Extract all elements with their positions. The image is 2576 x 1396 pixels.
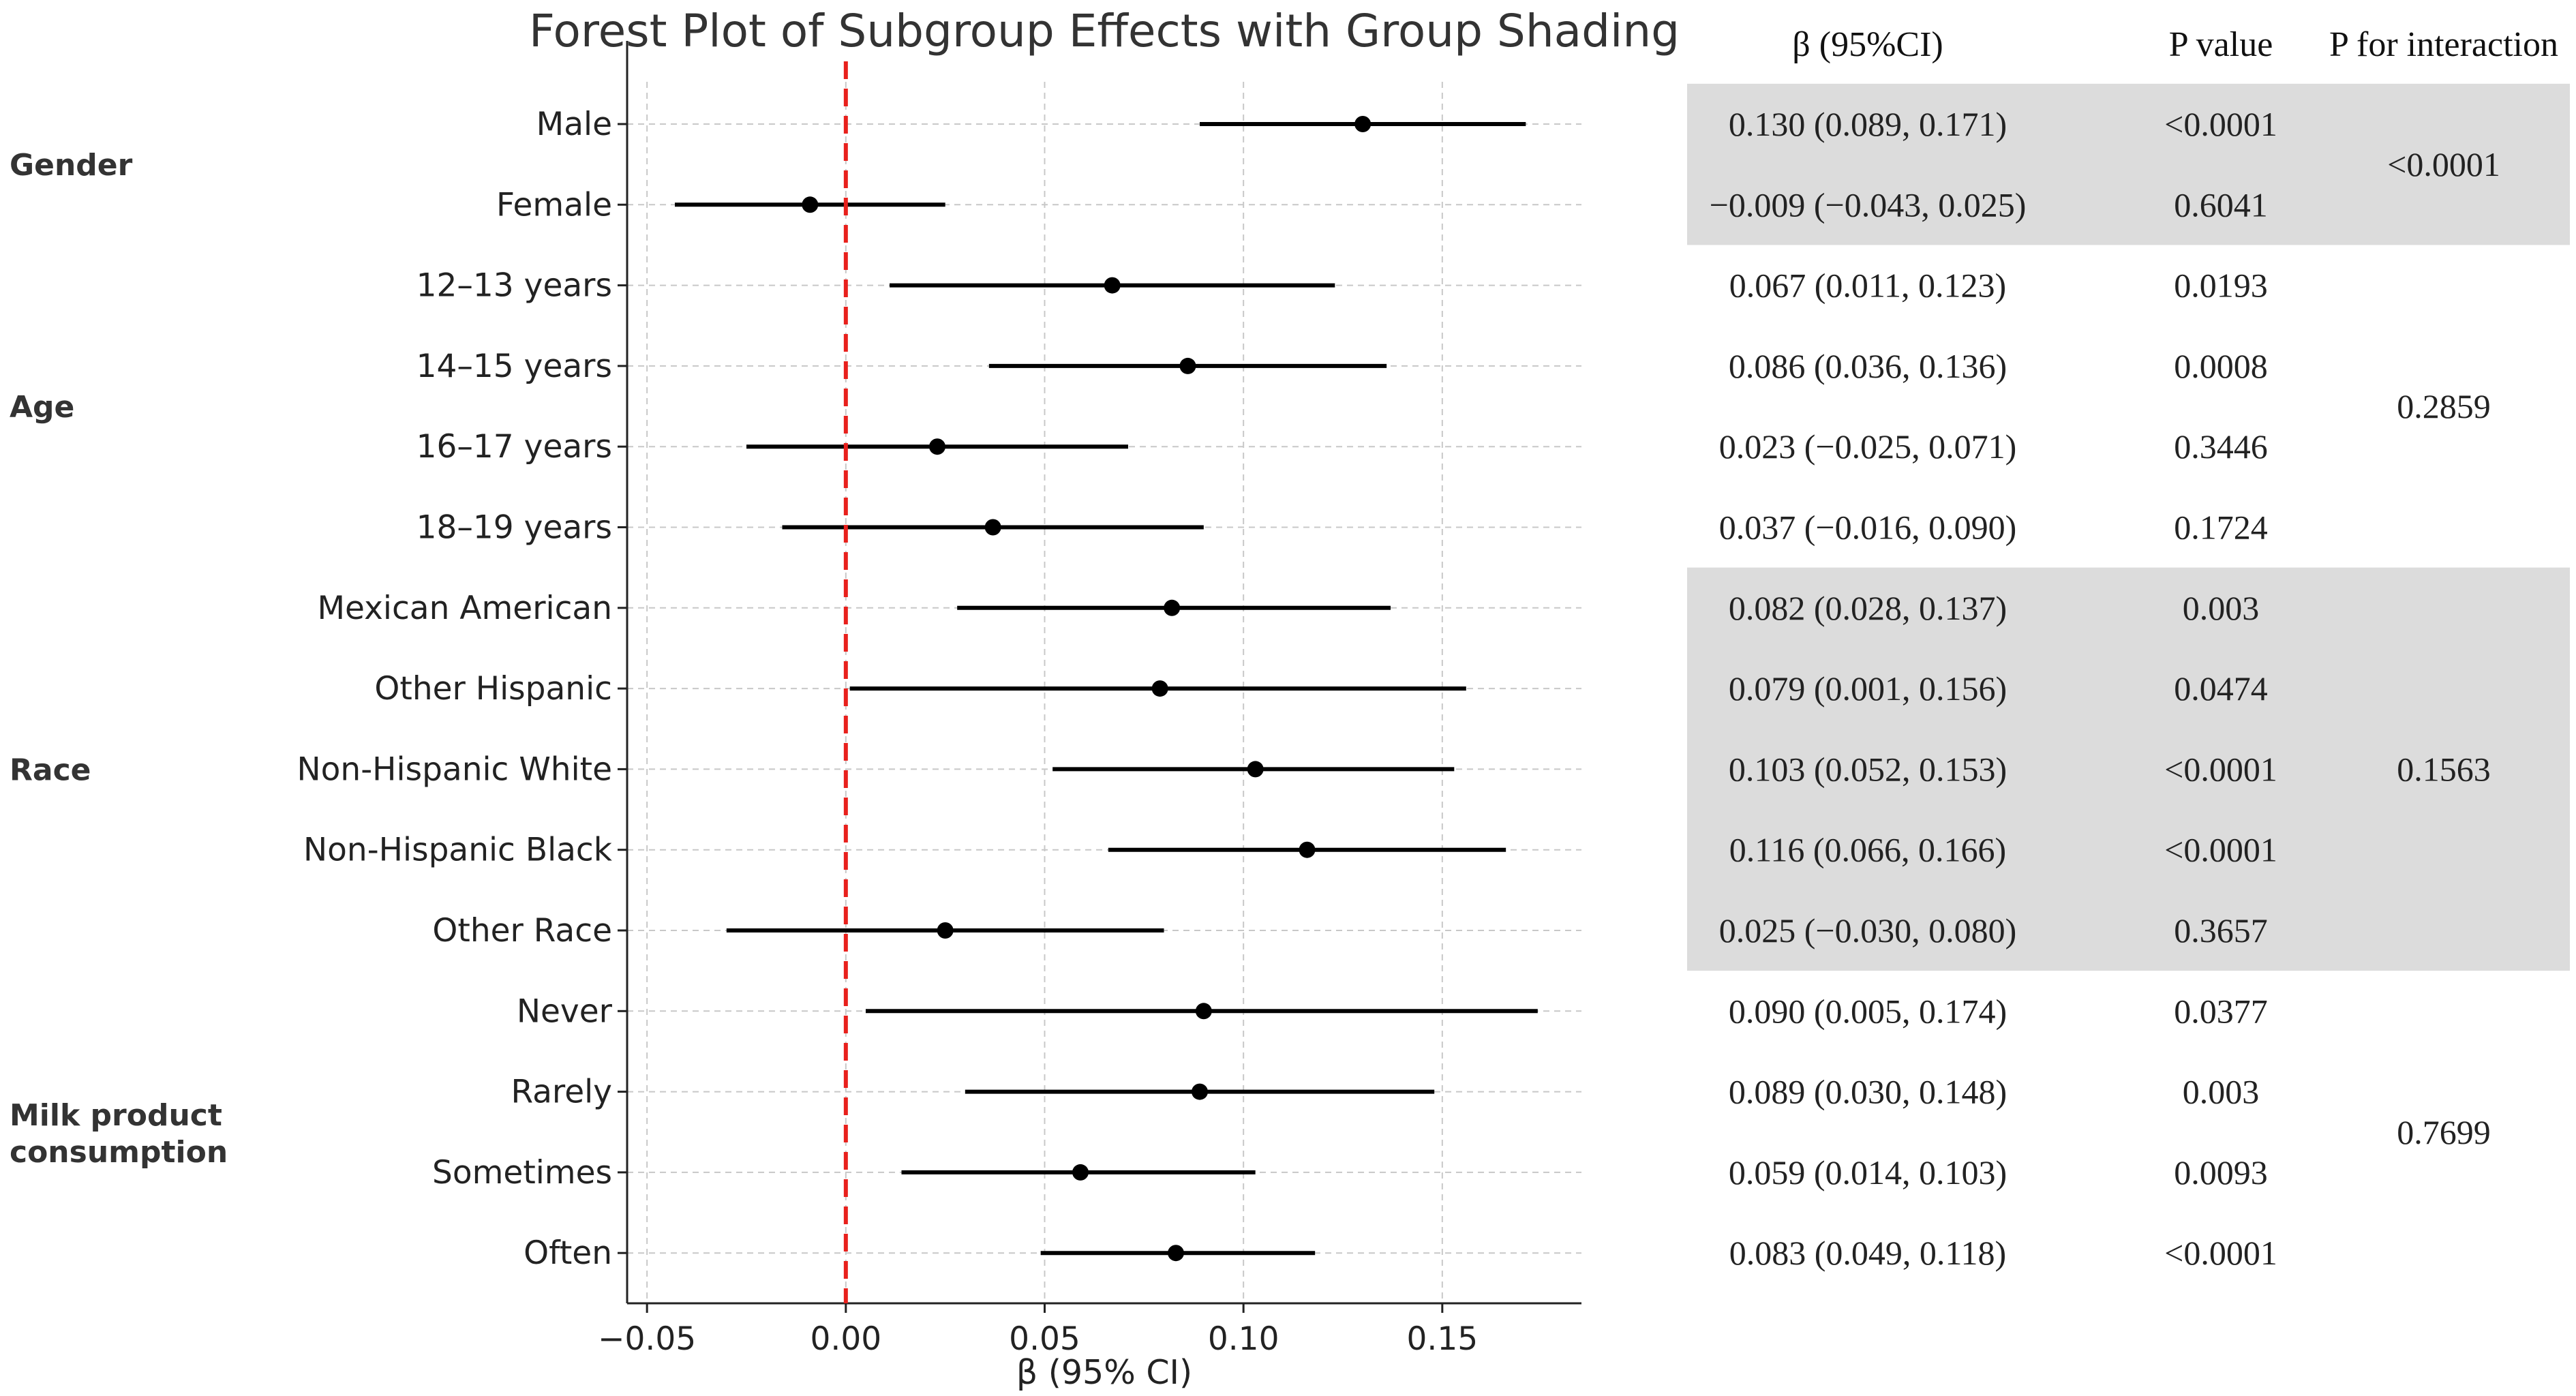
point-estimate xyxy=(1195,1003,1212,1020)
row-label: 14–15 years xyxy=(416,348,612,385)
grid-layer xyxy=(627,82,1581,1303)
row-label: Other Hispanic xyxy=(374,670,612,708)
group-label-line: consumption xyxy=(10,1135,228,1170)
point-estimate xyxy=(1192,1083,1208,1100)
p-value-cell: <0.0001 xyxy=(2164,1234,2277,1272)
p-value-cell: 0.3657 xyxy=(2174,911,2268,950)
beta-ci-cell: 0.023 (−0.025, 0.071) xyxy=(1719,427,2017,466)
beta-ci-cell: 0.067 (0.011, 0.123) xyxy=(1729,267,2006,305)
header-p-value: P value xyxy=(2169,25,2273,64)
x-axis-label: β (95% CI) xyxy=(1016,1353,1192,1392)
p-value-cell: 0.003 xyxy=(2183,589,2260,627)
point-estimate xyxy=(1164,599,1181,616)
axes-layer xyxy=(618,41,1581,1313)
x-tick-label: 0.10 xyxy=(1208,1320,1279,1358)
beta-ci-cell: 0.089 (0.030, 0.148) xyxy=(1729,1073,2007,1111)
point-estimate xyxy=(802,196,819,213)
row-label: 12–13 years xyxy=(416,267,612,305)
beta-ci-cell: 0.130 (0.089, 0.171) xyxy=(1729,105,2007,143)
header-beta-ci: β (95%CI) xyxy=(1792,25,1943,64)
row-label: Non-Hispanic White xyxy=(297,750,612,788)
row-label: Non-Hispanic Black xyxy=(303,832,613,869)
p-value-cell: 0.1724 xyxy=(2174,509,2268,547)
p-value-cell: 0.0093 xyxy=(2174,1153,2268,1192)
beta-ci-cell: 0.086 (0.036, 0.136) xyxy=(1729,347,2007,385)
row-label: Often xyxy=(524,1234,612,1272)
point-estimate xyxy=(984,519,1001,536)
point-estimate xyxy=(1168,1245,1184,1262)
point-estimate xyxy=(929,438,945,455)
beta-ci-cell: 0.059 (0.014, 0.103) xyxy=(1729,1153,2007,1192)
beta-ci-cell: 0.116 (0.066, 0.166) xyxy=(1729,831,2006,869)
point-estimate xyxy=(1247,761,1264,778)
p-value-cell: 0.0377 xyxy=(2174,992,2268,1030)
p-value-cell: 0.0008 xyxy=(2174,347,2268,385)
point-estimate xyxy=(1179,357,1196,374)
p-value-cell: 0.0193 xyxy=(2174,267,2268,305)
row-label: Male xyxy=(536,106,612,143)
point-estimate xyxy=(1299,841,1316,858)
x-tick-label: −0.05 xyxy=(598,1320,696,1358)
chart-title: Forest Plot of Subgroup Effects with Gro… xyxy=(529,5,1680,57)
group-label: Race xyxy=(10,753,91,787)
beta-ci-cell: 0.103 (0.052, 0.153) xyxy=(1729,750,2007,788)
p-value-cell: <0.0001 xyxy=(2164,105,2277,143)
beta-ci-cell: 0.082 (0.028, 0.137) xyxy=(1729,589,2007,627)
beta-ci-cell: 0.037 (−0.016, 0.090) xyxy=(1719,509,2017,547)
group-label: Milk product consumption xyxy=(10,1098,228,1170)
p-value-cell: 0.6041 xyxy=(2174,185,2268,224)
point-estimate xyxy=(1354,116,1372,132)
p-value-cell: 0.003 xyxy=(2183,1073,2260,1111)
row-label: Mexican American xyxy=(317,590,612,627)
point-estimate xyxy=(937,922,954,939)
marks-layer xyxy=(675,61,1538,1303)
beta-ci-cell: 0.025 (−0.030, 0.080) xyxy=(1719,911,2017,950)
point-estimate xyxy=(1072,1164,1089,1181)
point-estimate xyxy=(1151,680,1168,697)
group-label-line: Milk product xyxy=(10,1098,222,1133)
text-layer: Forest Plot of Subgroup Effects with Gro… xyxy=(10,5,2558,1392)
row-label: Other Race xyxy=(432,912,612,950)
p-value-cell: 0.3446 xyxy=(2174,427,2268,466)
group-shade-band xyxy=(1687,567,2570,971)
beta-ci-cell: 0.079 (0.001, 0.156) xyxy=(1729,669,2007,708)
p-interaction-cell: 0.1563 xyxy=(2397,750,2491,788)
group-label: Age xyxy=(10,390,74,425)
row-label: 16–17 years xyxy=(416,428,612,466)
point-estimate xyxy=(1104,277,1121,294)
x-tick-label: 0.00 xyxy=(810,1320,882,1358)
group-shading-layer xyxy=(1687,83,2570,971)
beta-ci-cell: 0.090 (0.005, 0.174) xyxy=(1729,992,2007,1030)
p-value-cell: 0.0474 xyxy=(2174,669,2268,708)
group-shade-band xyxy=(1687,83,2570,245)
p-interaction-cell: <0.0001 xyxy=(2387,145,2500,183)
row-label: 18–19 years xyxy=(416,509,612,547)
row-label: Never xyxy=(517,992,613,1030)
p-interaction-cell: 0.7699 xyxy=(2397,1113,2491,1151)
x-tick-label: 0.05 xyxy=(1009,1320,1080,1358)
row-label: Female xyxy=(496,186,612,224)
group-label: Gender xyxy=(10,148,133,183)
row-label: Sometimes xyxy=(432,1154,612,1192)
beta-ci-cell: −0.009 (−0.043, 0.025) xyxy=(1710,185,2027,224)
p-interaction-cell: 0.2859 xyxy=(2397,387,2491,425)
header-p-interaction: P for interaction xyxy=(2329,25,2558,64)
p-value-cell: <0.0001 xyxy=(2164,750,2277,788)
p-value-cell: <0.0001 xyxy=(2164,831,2277,869)
x-tick-label: 0.15 xyxy=(1407,1320,1479,1358)
beta-ci-cell: 0.083 (0.049, 0.118) xyxy=(1729,1234,2006,1272)
row-label: Rarely xyxy=(511,1074,612,1111)
